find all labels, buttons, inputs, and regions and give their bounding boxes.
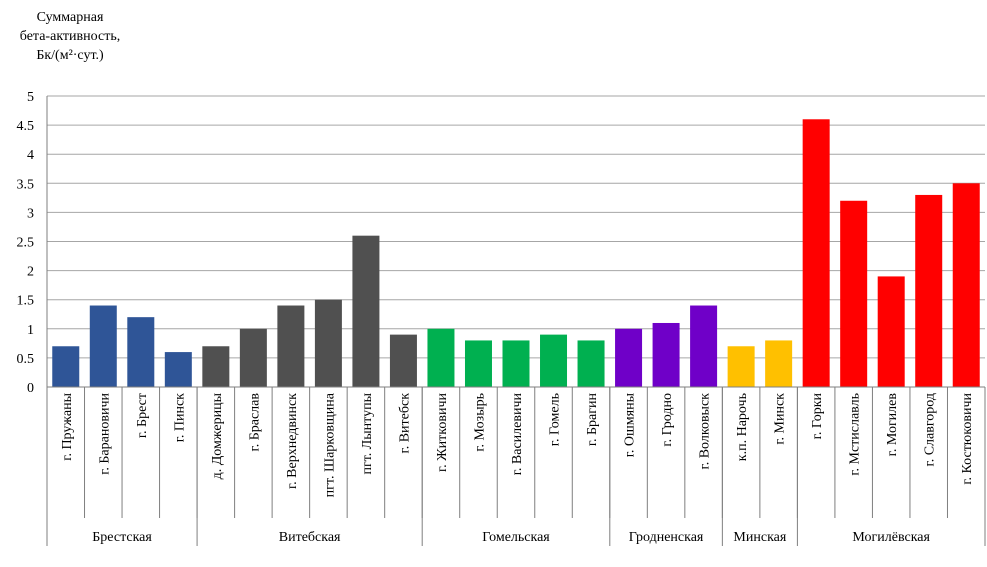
y-axis-ticks: 0 0.5 1 1.5 2 2.5 3 3.5 4 4.5 5 xyxy=(17,90,35,396)
y-tick-label: 1.5 xyxy=(17,294,35,309)
x-tick-label: г. Славгород xyxy=(923,393,938,466)
y-tick-label: 2 xyxy=(27,265,34,280)
x-tick-label: г. Браслав xyxy=(247,393,262,452)
region-label: Брестская xyxy=(92,530,152,545)
x-tick-label: г. Брагин xyxy=(585,393,600,447)
x-tick-label: г. Василевичи xyxy=(510,393,525,476)
x-tick-label: г. Ошмяны xyxy=(623,392,638,457)
x-tick-label: г. Горки xyxy=(810,393,825,440)
y-tick-label: 4 xyxy=(27,148,34,163)
bar xyxy=(314,299,342,387)
bar xyxy=(802,119,830,387)
bar xyxy=(352,235,380,387)
x-axis-category-labels: г. Пружаны г. Барановичи г. Брест г. Пинск д… xyxy=(60,392,975,497)
x-tick-label: г. Гомель xyxy=(548,393,563,446)
bar xyxy=(615,328,643,387)
x-tick-label: д. Домжерицы xyxy=(210,392,225,479)
y-tick-label: 5 xyxy=(27,90,34,105)
bar xyxy=(540,334,568,387)
bar xyxy=(427,328,455,387)
bar xyxy=(652,322,680,387)
x-tick-label: г. Барановичи xyxy=(97,393,112,475)
y-tick-label: 1 xyxy=(27,323,34,338)
y-axis-label-line-2: бета-активность, xyxy=(19,29,121,44)
bar xyxy=(389,334,417,387)
x-tick-label: г. Верхнедвинск xyxy=(285,393,300,489)
x-tick-label: г. Гродно xyxy=(660,393,675,447)
bar xyxy=(915,194,943,387)
bar xyxy=(239,328,267,387)
bar xyxy=(202,346,230,387)
bar xyxy=(765,340,793,387)
x-tick-label: г. Минск xyxy=(773,393,788,445)
x-tick-label: г. Мстиславль xyxy=(848,393,863,476)
bar xyxy=(877,276,905,387)
bar xyxy=(164,352,192,387)
bars xyxy=(52,119,980,387)
y-axis-label: Суммарная бета-активность, Бк/(м²·сут.) xyxy=(0,8,140,65)
region-labels: Брестская Витебская Гомельская Гродненская М… xyxy=(92,530,930,545)
bar xyxy=(127,317,155,387)
x-tick-label: г. Мозырь xyxy=(472,393,487,452)
x-tick-label: г. Витебск xyxy=(397,393,412,454)
region-label: Гродненская xyxy=(629,530,704,545)
bar xyxy=(690,305,718,387)
bar xyxy=(52,346,80,387)
y-axis-label-line-1: Суммарная xyxy=(36,10,104,25)
region-label: Минская xyxy=(733,530,786,545)
bar xyxy=(840,200,868,387)
bar xyxy=(502,340,530,387)
x-tick-label: г. Брест xyxy=(135,393,150,438)
y-tick-label: 4.5 xyxy=(17,119,35,134)
bar xyxy=(952,183,980,387)
y-tick-label: 3.5 xyxy=(17,177,35,192)
x-tick-label: пгт. Лынтупы xyxy=(360,392,375,474)
x-tick-label: г. Пинск xyxy=(172,393,187,442)
y-tick-label: 3 xyxy=(27,206,34,221)
y-axis-label-line-3: Бк/(м²·сут.) xyxy=(36,48,104,63)
x-tick-label: г. Волковыск xyxy=(698,393,713,470)
x-tick-label: г. Могилев xyxy=(885,393,900,457)
region-label: Гомельская xyxy=(482,530,550,545)
x-axis xyxy=(46,96,986,546)
x-tick-label: пгт. Шарковщина xyxy=(322,392,337,497)
region-label: Могилёвская xyxy=(852,530,930,545)
x-tick-label: к.п. Нарочь xyxy=(735,393,750,461)
x-tick-label: г. Пружаны xyxy=(60,392,75,460)
bar xyxy=(577,340,605,387)
region-label: Витебская xyxy=(279,530,341,545)
x-tick-label: г. Житковичи xyxy=(435,392,450,472)
bar xyxy=(277,305,305,387)
bar xyxy=(464,340,492,387)
x-tick-label: г. Костюковичи xyxy=(960,392,975,484)
y-tick-label: 0.5 xyxy=(17,352,35,367)
bar xyxy=(89,305,117,387)
y-tick-label: 0 xyxy=(27,381,34,396)
bar xyxy=(727,346,755,387)
y-tick-label: 2.5 xyxy=(17,236,35,251)
